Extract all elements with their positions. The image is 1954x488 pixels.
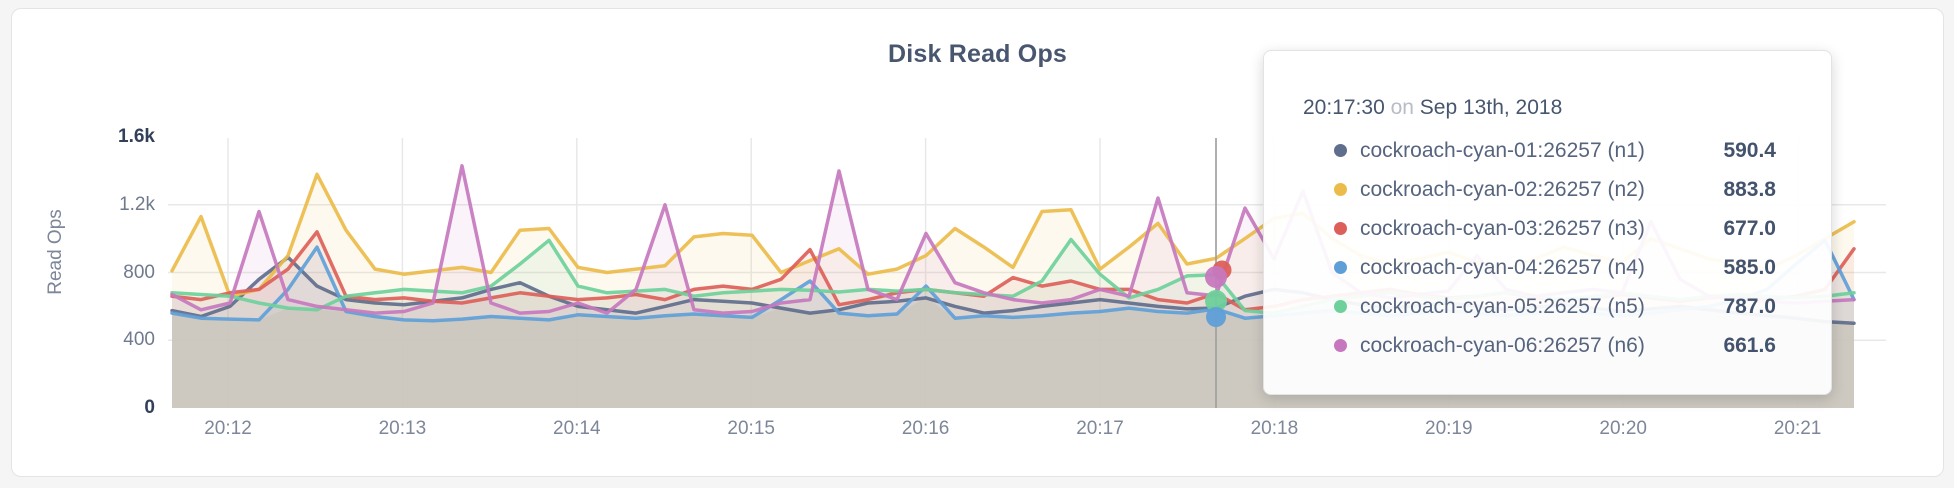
series-color-dot-icon xyxy=(1334,261,1347,274)
x-tick-label: 20:13 xyxy=(378,418,427,439)
x-tick-label: 20:18 xyxy=(1250,418,1299,439)
y-tick-label: 1.6k xyxy=(118,126,155,147)
tooltip-series-row: cockroach-cyan-02:26257 (n2) 883.8 xyxy=(1303,170,1776,209)
x-tick-label: 20:16 xyxy=(901,418,950,439)
y-tick-label: 0 xyxy=(144,397,155,418)
series-color-dot-icon xyxy=(1334,222,1347,235)
x-tick-label: 20:21 xyxy=(1773,418,1822,439)
tooltip-time: 20:17:30 xyxy=(1303,96,1385,119)
tooltip-series-value: 590.4 xyxy=(1723,138,1776,162)
series-color-dot-icon xyxy=(1334,183,1347,196)
y-tick-label: 800 xyxy=(123,261,155,283)
tooltip-series-value: 787.0 xyxy=(1723,294,1776,318)
highlight-dot-n6 xyxy=(1205,266,1227,288)
x-tick-label: 20:17 xyxy=(1076,418,1124,439)
tooltip-series-name: cockroach-cyan-06:26257 (n6) xyxy=(1360,333,1645,357)
tooltip-series-value: 661.6 xyxy=(1723,333,1776,357)
x-tick-label: 20:20 xyxy=(1599,418,1647,439)
series-color-dot-icon xyxy=(1334,300,1347,313)
series-color-dot-icon xyxy=(1334,144,1347,157)
series-color-dot-icon xyxy=(1334,339,1347,352)
y-tick-label: 400 xyxy=(123,329,155,351)
x-tick-label: 20:12 xyxy=(204,418,252,439)
tooltip-series-row: cockroach-cyan-03:26257 (n3) 677.0 xyxy=(1303,209,1776,248)
tooltip-series-name: cockroach-cyan-04:26257 (n4) xyxy=(1360,255,1645,279)
tooltip-rows: cockroach-cyan-01:26257 (n1) 590.4 cockroa… xyxy=(1303,131,1776,365)
x-tick-label: 20:15 xyxy=(727,418,775,439)
y-tick-label: 1.2k xyxy=(119,193,155,215)
tooltip-conjunction: on xyxy=(1390,96,1414,119)
tooltip-date: Sep 13th, 2018 xyxy=(1419,96,1563,119)
x-tick-label: 20:14 xyxy=(553,418,601,439)
tooltip-series-row: cockroach-cyan-04:26257 (n4) 585.0 xyxy=(1303,248,1776,287)
hover-tooltip: 20:17:30 on Sep 13th, 2018 cockroach-cya… xyxy=(1263,50,1832,395)
highlight-dot-n5 xyxy=(1205,290,1227,312)
chart-title: Disk Read Ops xyxy=(887,40,1068,68)
tooltip-series-value: 585.0 xyxy=(1723,255,1776,279)
tooltip-series-name: cockroach-cyan-05:26257 (n5) xyxy=(1360,294,1645,318)
x-tick-label: 20:19 xyxy=(1425,418,1473,439)
tooltip-series-row: cockroach-cyan-05:26257 (n5) 787.0 xyxy=(1303,287,1776,326)
tooltip-series-name: cockroach-cyan-01:26257 (n1) xyxy=(1360,138,1645,162)
tooltip-series-value: 677.0 xyxy=(1723,216,1776,240)
highlight-dot-n4 xyxy=(1206,307,1226,327)
tooltip-series-row: cockroach-cyan-01:26257 (n1) 590.4 xyxy=(1303,131,1776,170)
tooltip-series-row: cockroach-cyan-06:26257 (n6) 661.6 xyxy=(1303,326,1776,365)
tooltip-header: 20:17:30 on Sep 13th, 2018 xyxy=(1303,95,1776,121)
tooltip-series-name: cockroach-cyan-02:26257 (n2) xyxy=(1360,177,1645,201)
tooltip-series-value: 883.8 xyxy=(1723,177,1776,201)
y-axis-title: Read Ops xyxy=(45,209,66,295)
tooltip-series-name: cockroach-cyan-03:26257 (n3) xyxy=(1360,216,1645,240)
